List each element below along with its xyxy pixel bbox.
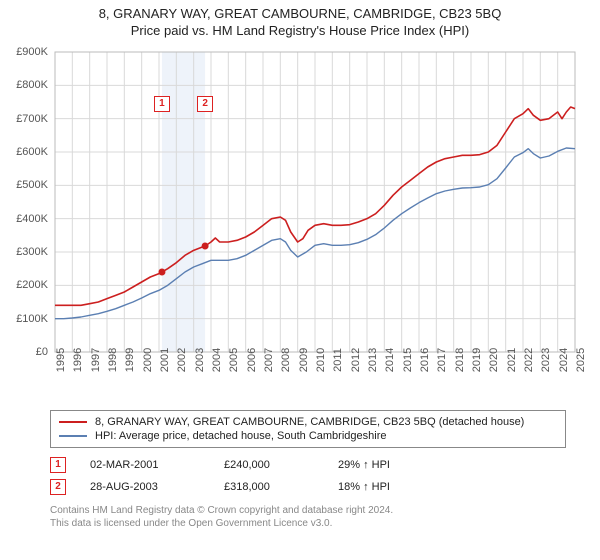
x-axis-label: 2019 bbox=[471, 348, 483, 372]
x-axis-label: 2016 bbox=[419, 348, 431, 372]
sale-marker: 2 bbox=[50, 479, 66, 495]
sale-date: 02-MAR-2001 bbox=[90, 459, 200, 471]
footnote-line-2: This data is licensed under the Open Gov… bbox=[50, 517, 566, 530]
x-axis-label: 2023 bbox=[540, 348, 552, 372]
x-axis-label: 2011 bbox=[332, 348, 344, 372]
footnote-line-1: Contains HM Land Registry data © Crown c… bbox=[50, 504, 566, 517]
x-axis-label: 2013 bbox=[367, 348, 379, 372]
y-axis-label: £500K bbox=[3, 179, 48, 191]
sale-price: £318,000 bbox=[224, 481, 314, 493]
chart-title: 8, GRANARY WAY, GREAT CAMBOURNE, CAMBRID… bbox=[0, 6, 600, 21]
x-axis-label: 2022 bbox=[523, 348, 535, 372]
sale-pct: 29% ↑ HPI bbox=[338, 459, 448, 471]
x-axis-label: 1997 bbox=[90, 348, 102, 372]
x-axis-label: 2000 bbox=[142, 348, 154, 372]
legend-row: 8, GRANARY WAY, GREAT CAMBOURNE, CAMBRID… bbox=[59, 415, 557, 429]
x-axis-label: 2020 bbox=[488, 348, 500, 372]
x-axis-label: 2021 bbox=[506, 348, 518, 372]
y-axis-label: £0 bbox=[3, 346, 48, 358]
x-axis-label: 2010 bbox=[315, 348, 327, 372]
x-axis-label: 2001 bbox=[159, 348, 171, 372]
title-block: 8, GRANARY WAY, GREAT CAMBOURNE, CAMBRID… bbox=[0, 0, 600, 38]
x-axis-label: 2017 bbox=[436, 348, 448, 372]
legend-swatch bbox=[59, 435, 87, 437]
y-axis-label: £200K bbox=[3, 279, 48, 291]
x-axis-label: 2006 bbox=[246, 348, 258, 372]
x-axis-label: 1995 bbox=[55, 348, 67, 372]
x-axis-label: 2025 bbox=[575, 348, 587, 372]
sale-marker-flag: 1 bbox=[154, 96, 170, 112]
sale-pct: 18% ↑ HPI bbox=[338, 481, 448, 493]
sale-row: 1 02-MAR-2001 £240,000 29% ↑ HPI bbox=[50, 454, 566, 476]
sale-point bbox=[158, 269, 165, 276]
legend-label: HPI: Average price, detached house, Sout… bbox=[95, 430, 386, 442]
y-axis-label: £900K bbox=[3, 46, 48, 58]
legend: 8, GRANARY WAY, GREAT CAMBOURNE, CAMBRID… bbox=[50, 410, 566, 448]
legend-label: 8, GRANARY WAY, GREAT CAMBOURNE, CAMBRID… bbox=[95, 416, 524, 428]
sale-row: 2 28-AUG-2003 £318,000 18% ↑ HPI bbox=[50, 476, 566, 498]
sale-point bbox=[202, 243, 209, 250]
sale-marker-flag: 2 bbox=[197, 96, 213, 112]
x-axis-label: 2007 bbox=[263, 348, 275, 372]
x-axis-label: 2015 bbox=[402, 348, 414, 372]
sale-marker: 1 bbox=[50, 457, 66, 473]
y-axis-label: £100K bbox=[3, 313, 48, 325]
y-axis-label: £300K bbox=[3, 246, 48, 258]
x-axis-label: 2018 bbox=[454, 348, 466, 372]
sale-price: £240,000 bbox=[224, 459, 314, 471]
x-axis-label: 2003 bbox=[194, 348, 206, 372]
legend-swatch bbox=[59, 421, 87, 423]
y-axis-label: £400K bbox=[3, 213, 48, 225]
x-axis-label: 2008 bbox=[280, 348, 292, 372]
x-axis-label: 2009 bbox=[298, 348, 310, 372]
chart-container: 8, GRANARY WAY, GREAT CAMBOURNE, CAMBRID… bbox=[0, 0, 600, 530]
x-axis-label: 1998 bbox=[107, 348, 119, 372]
x-axis-label: 2024 bbox=[558, 348, 570, 372]
legend-row: HPI: Average price, detached house, Sout… bbox=[59, 429, 557, 443]
y-axis-label: £800K bbox=[3, 79, 48, 91]
chart-area: £0 £100K £200K £300K £400K £500K £600K £700K £80… bbox=[0, 42, 600, 402]
x-axis-label: 2012 bbox=[350, 348, 362, 372]
x-axis-label: 1999 bbox=[124, 348, 136, 372]
x-axis-label: 1996 bbox=[72, 348, 84, 372]
y-axis-label: £600K bbox=[3, 146, 48, 158]
y-axis-label: £700K bbox=[3, 113, 48, 125]
x-axis-label: 2002 bbox=[176, 348, 188, 372]
x-axis-label: 2005 bbox=[228, 348, 240, 372]
sales-table: 1 02-MAR-2001 £240,000 29% ↑ HPI 2 28-AUG-200… bbox=[50, 454, 566, 498]
x-axis-label: 2014 bbox=[384, 348, 396, 372]
chart-subtitle: Price paid vs. HM Land Registry's House … bbox=[0, 23, 600, 38]
sale-date: 28-AUG-2003 bbox=[90, 481, 200, 493]
x-axis-label: 2004 bbox=[211, 348, 223, 372]
footnote: Contains HM Land Registry data © Crown c… bbox=[50, 504, 566, 530]
